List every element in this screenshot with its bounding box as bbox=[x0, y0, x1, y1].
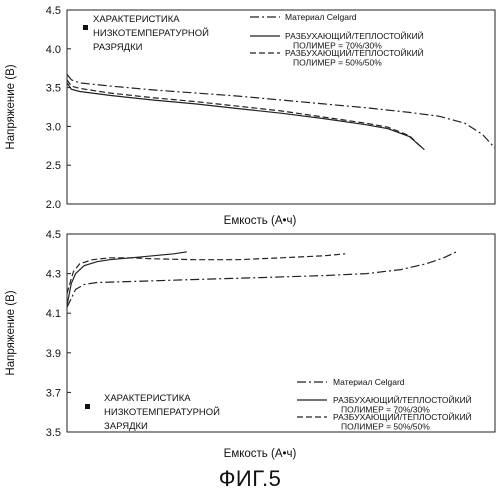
series-line-1 bbox=[67, 252, 457, 307]
legend-label-3: РАЗБУХАЮЩИЙ/ТЕПЛОСТОЙКИЙ bbox=[333, 411, 472, 422]
y-tick-label: 3.5 bbox=[46, 83, 61, 95]
legend-label-2: РАЗБУХАЮЩИЙ/ТЕПЛОСТОЙКИЙ bbox=[333, 394, 472, 405]
figure-caption: ФИГ.5 bbox=[0, 466, 500, 492]
legend-label-1: Материал Celgard bbox=[285, 12, 357, 22]
y-axis-label: Напряжение (В) bbox=[5, 290, 17, 375]
y-tick-label: 3.5 bbox=[46, 427, 61, 439]
panel-label-line: НИЗКОТЕМПЕРАТУРНОЙ bbox=[93, 27, 209, 39]
y-tick-label: 2.5 bbox=[46, 160, 61, 172]
panel-label-line: ХАРАКТЕРИСТИКА bbox=[93, 14, 180, 25]
charge-chart: 3.5 3.7 3.9 4.1 4.3 4.5 Емкость (А•ч) Напряжени… bbox=[5, 229, 495, 460]
series-line-3 bbox=[67, 80, 422, 148]
y-tick-label: 2.0 bbox=[46, 199, 61, 211]
legend-label-2: РАЗБУХАЮЩИЙ/ТЕПЛОСТОЙКИЙ bbox=[285, 30, 424, 41]
y-tick-label: 3.0 bbox=[46, 121, 61, 133]
plot-frame bbox=[67, 10, 495, 204]
legend-label-1: Материал Celgard bbox=[333, 377, 405, 387]
panel-label-line: ХАРАКТЕРИСТИКА bbox=[104, 393, 191, 404]
y-tick-label: 3.9 bbox=[46, 348, 61, 360]
panel-label-marker bbox=[85, 404, 90, 409]
y-tick-label: 4.3 bbox=[46, 269, 61, 281]
y-tick-label: 4.5 bbox=[46, 5, 61, 17]
series-line-2 bbox=[67, 252, 187, 305]
legend-label-3: ПОЛИМЕР = 50%/50% bbox=[341, 422, 430, 432]
panel-label-line: НИЗКОТЕМПЕРАТУРНОЙ bbox=[104, 406, 220, 418]
y-tick-label: 4.0 bbox=[46, 44, 61, 56]
panel-label-line: ЗАРЯДКИ bbox=[104, 421, 148, 432]
y-tick-label: 3.7 bbox=[46, 387, 61, 399]
y-tick-label: 4.1 bbox=[46, 308, 61, 320]
y-tick-label: 4.5 bbox=[46, 229, 61, 241]
panel-label-line: РАЗРЯДКИ bbox=[93, 42, 143, 53]
legend-label-3: ПОЛИМЕР = 50%/50% bbox=[293, 58, 382, 68]
legend-label-3: РАЗБУХАЮЩИЙ/ТЕПЛОСТОЙКИЙ bbox=[285, 47, 424, 58]
series-line-2 bbox=[67, 83, 424, 150]
y-axis-label: Напряжение (В) bbox=[5, 64, 17, 149]
x-axis-label: Емкость (А•ч) bbox=[224, 215, 297, 227]
x-axis-label: Емкость (А•ч) bbox=[224, 448, 297, 460]
panel-label-marker bbox=[83, 25, 88, 30]
discharge-chart: 2.0 2.5 3.0 3.5 4.0 4.5 Емкость (А•ч) Напряжени… bbox=[5, 5, 495, 227]
